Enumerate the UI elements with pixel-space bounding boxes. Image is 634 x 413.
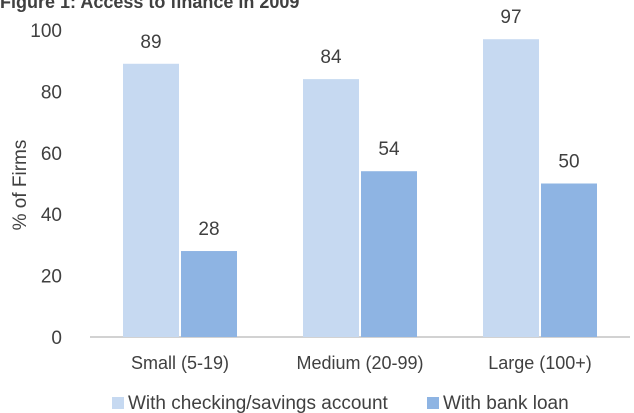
y-tick-label: 20 — [41, 267, 62, 288]
legend: With checking/savings account With bank l… — [112, 393, 569, 413]
x-tick-label: Medium (20-99) — [296, 353, 423, 373]
data-label: 50 — [558, 152, 579, 173]
y-tick-label: 60 — [41, 144, 62, 165]
y-tick-label: 80 — [41, 82, 62, 103]
chart-title-clip: Figure 1: Access to finance in 2009 — [0, 0, 299, 12]
data-label: 89 — [140, 32, 161, 53]
legend-swatch — [427, 397, 439, 409]
bars — [123, 39, 597, 338]
legend-label: With bank loan — [443, 393, 569, 413]
data-label: 54 — [378, 139, 400, 160]
data-label: 84 — [320, 47, 342, 68]
data-labels: 89 28 84 54 97 50 — [140, 7, 579, 240]
data-label: 97 — [500, 7, 521, 28]
data-label: 28 — [198, 219, 219, 240]
y-tick-label: 40 — [41, 205, 62, 226]
bar-loan — [181, 251, 237, 337]
bar-account — [123, 63, 179, 338]
x-tick-label: Large (100+) — [488, 353, 592, 373]
y-axis: 0 20 40 60 80 100 — [30, 21, 62, 349]
bar-account — [483, 39, 539, 338]
legend-label: With checking/savings account — [128, 393, 389, 413]
y-tick-label: 0 — [51, 328, 62, 349]
legend-swatch — [112, 397, 124, 409]
y-axis-title: % of Firms — [10, 140, 31, 231]
x-tick-label: Small (5-19) — [131, 353, 229, 373]
chart-title: Figure 1: Access to finance in 2009 — [0, 0, 299, 12]
y-tick-label: 100 — [30, 21, 62, 42]
bar-account — [303, 79, 359, 338]
bar-loan — [541, 183, 597, 337]
bar-loan — [361, 171, 417, 337]
x-axis: Small (5-19) Medium (20-99) Large (100+) — [131, 353, 592, 373]
